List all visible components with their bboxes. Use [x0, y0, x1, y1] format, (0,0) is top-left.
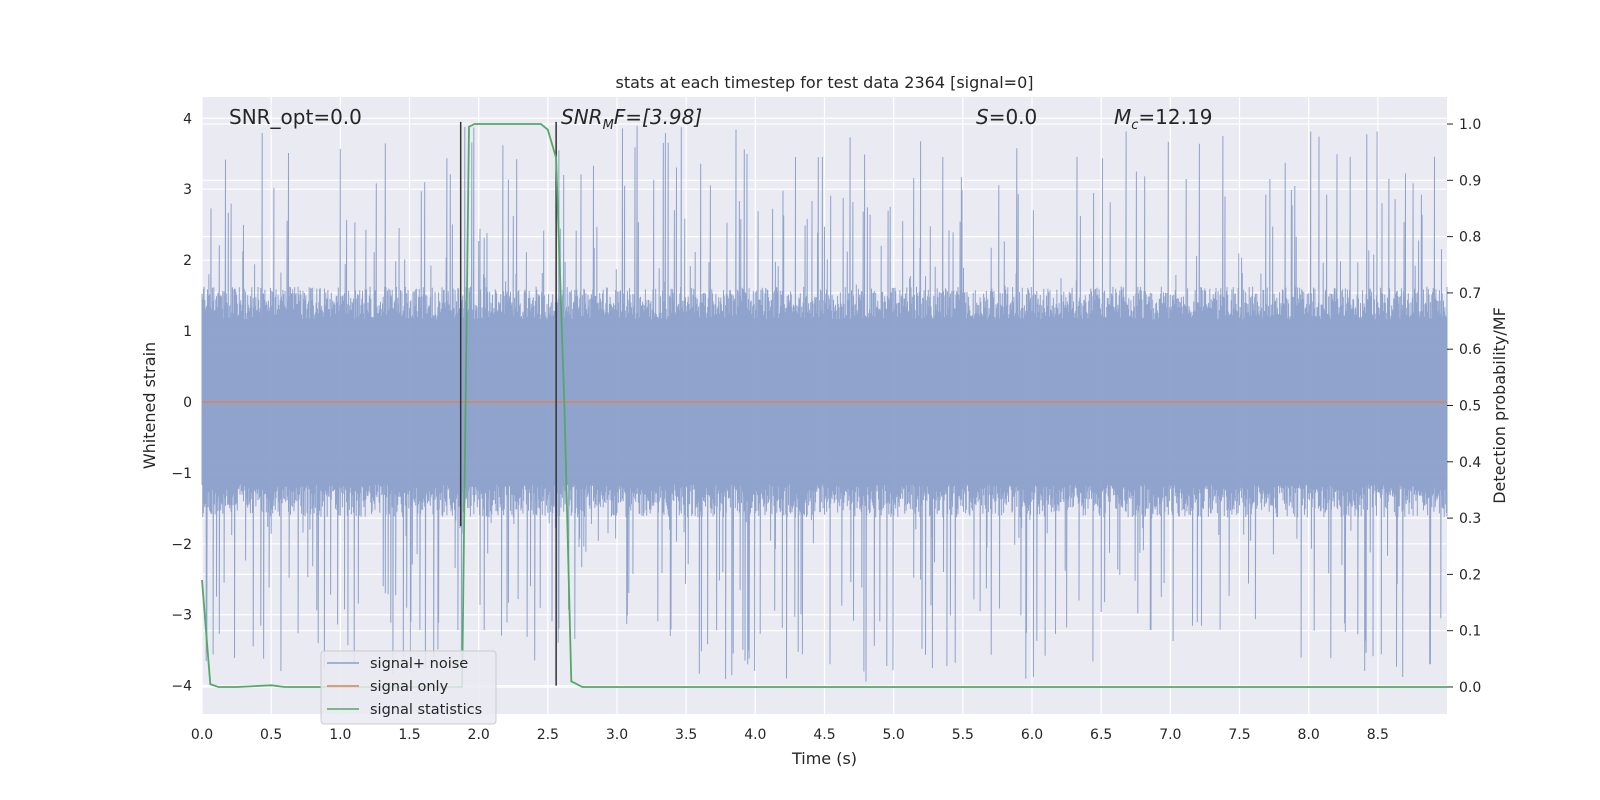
y-tick-label: −1 [171, 466, 192, 482]
x-tick-label: 8.0 [1298, 727, 1320, 743]
x-tick-label: 6.5 [1090, 727, 1112, 743]
legend-label-signal-noise: signal+ noise [370, 656, 468, 672]
y2-tick-label: 0.2 [1459, 567, 1481, 583]
x-tick-label: 7.0 [1159, 727, 1181, 743]
x-tick-label: 4.0 [744, 727, 766, 743]
y-tick-label: 0 [183, 395, 192, 411]
x-tick-label: 6.0 [1021, 727, 1043, 743]
annotation-snr-mf: SNRMF=[3.98] [561, 105, 702, 133]
legend-box [320, 650, 497, 725]
vertical-markers [459, 121, 557, 686]
snr-mf-main: SNR [561, 105, 603, 129]
y-tick-label: 1 [183, 324, 192, 340]
x-tick-label: 2.0 [468, 727, 490, 743]
x-axis-label: Time (s) [791, 749, 857, 768]
s-value: =0.0 [989, 105, 1038, 129]
signal-statistics-series [201, 123, 1447, 688]
y-tick-label: −2 [171, 537, 192, 553]
annotation-s: S=0.0 [976, 105, 1037, 129]
s-symbol: S [976, 105, 989, 129]
y2-tick-label: 0.9 [1459, 173, 1481, 189]
annotation-mc: Mc=12.19 [1114, 105, 1212, 133]
legend-label-signal-statistics: signal statistics [370, 702, 482, 718]
mc-sub: c [1131, 118, 1138, 133]
signal-noise-series [201, 125, 1448, 682]
y2-tick-label: 0.6 [1459, 342, 1481, 358]
annotation-snr-opt: SNR_opt=0.0 [229, 105, 362, 129]
signal-statistics-line [201, 123, 1447, 688]
x-tick-label: 2.5 [537, 727, 559, 743]
snr-mf-rest-italic: F=[3.98] [614, 105, 702, 129]
x-tick-label: 8.5 [1367, 727, 1389, 743]
y2-tick-label: 0.1 [1459, 624, 1481, 640]
x-tick-label: 4.5 [813, 727, 835, 743]
y-tick-label: 3 [183, 182, 192, 198]
y2-tick-label: 0.4 [1459, 455, 1481, 471]
mc-main: M [1114, 105, 1131, 129]
legend: signal+ noise signal only signal statist… [320, 650, 497, 725]
y2-tick-label: 0.0 [1459, 680, 1481, 696]
axis-ticks: 0.0 0.5 1.0 1.5 2.0 2.5 3.0 3.5 4.0 4.5 5.0 5.5 6.0 6… [171, 111, 1481, 743]
chart-title: stats at each timestep for test data 236… [615, 73, 1033, 92]
y2-tick-label: 0.8 [1459, 230, 1481, 246]
y-tick-label: −3 [171, 608, 192, 624]
x-tick-label: 0.0 [191, 727, 213, 743]
x-tick-label: 7.5 [1228, 727, 1250, 743]
y-tick-label: 2 [183, 253, 192, 269]
x-tick-label: 1.5 [398, 727, 420, 743]
x-tick-label: 0.5 [260, 727, 282, 743]
x-tick-label: 5.0 [883, 727, 905, 743]
signal-noise-line [201, 125, 1448, 682]
x-tick-label: 3.5 [675, 727, 697, 743]
y2-tick-label: 0.7 [1459, 286, 1481, 302]
mc-value: =12.19 [1138, 105, 1212, 129]
x-tick-label: 1.0 [329, 727, 351, 743]
y-tick-label: −4 [171, 679, 192, 695]
x-tick-label: 3.0 [606, 727, 628, 743]
legend-label-signal-only: signal only [370, 679, 449, 695]
y2-tick-label: 0.3 [1459, 511, 1481, 527]
snr-mf-sub: M [603, 118, 614, 133]
y-axis-label: Whitened strain [140, 342, 159, 469]
y2-tick-label: 0.5 [1459, 399, 1481, 415]
y2-axis-label: Detection probability/MF [1490, 307, 1509, 504]
y-tick-label: 4 [183, 111, 192, 127]
x-tick-label: 5.5 [952, 727, 974, 743]
y2-tick-label: 1.0 [1459, 117, 1481, 133]
